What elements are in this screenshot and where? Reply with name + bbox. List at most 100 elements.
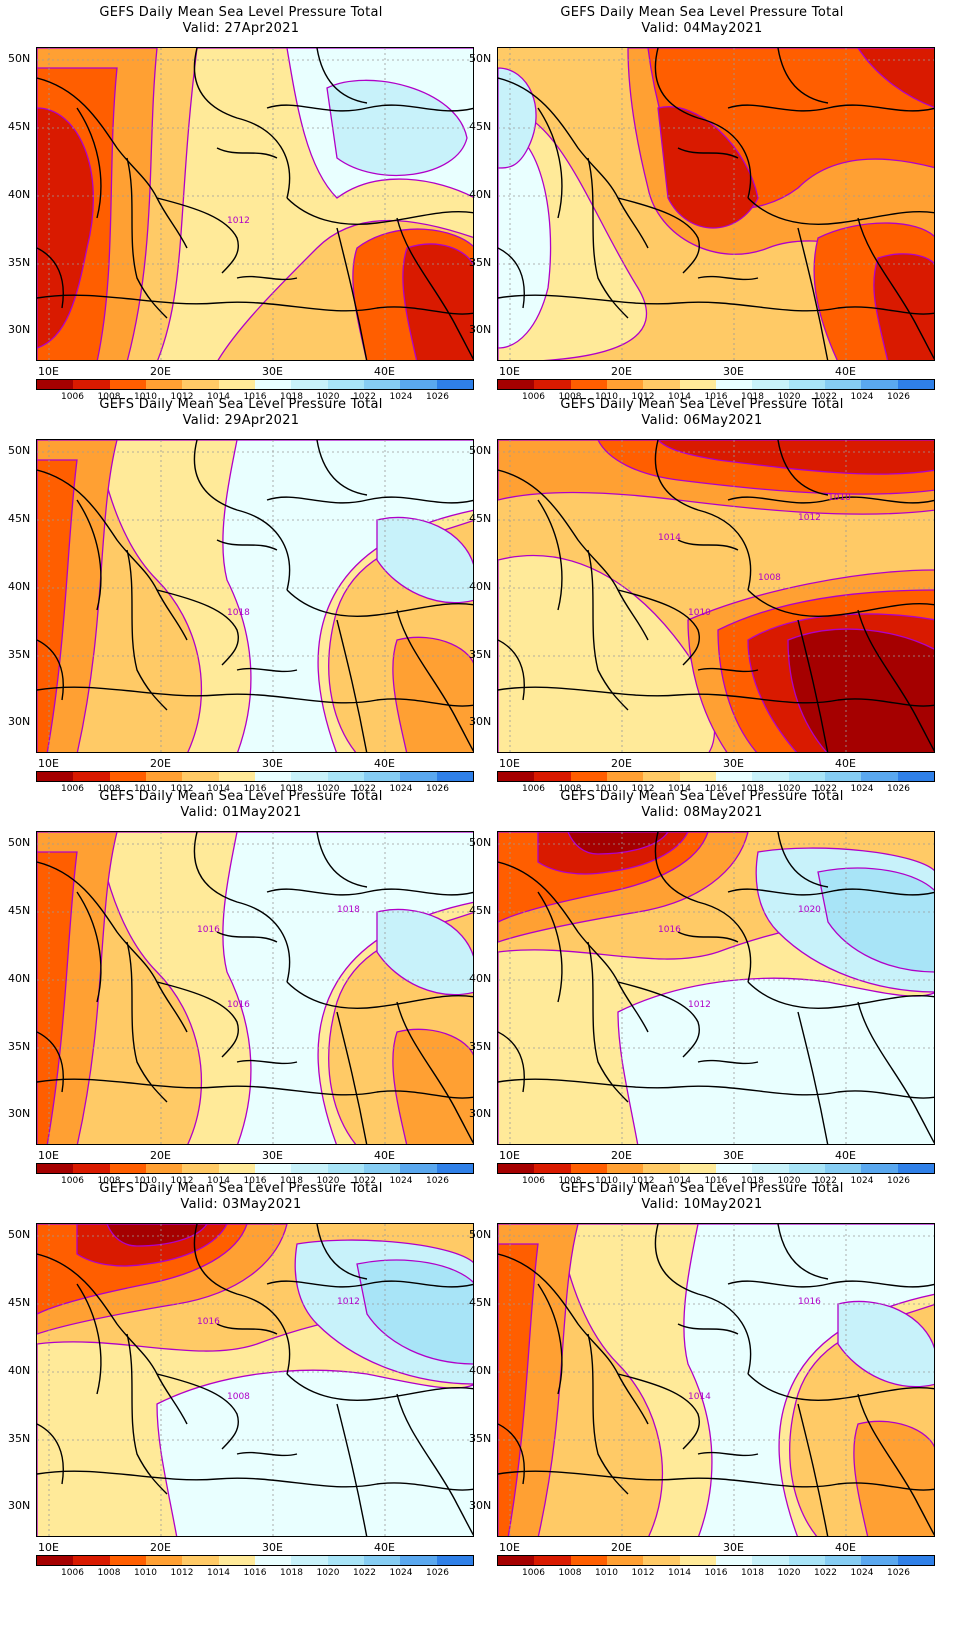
colorbar-labels: 1006 1008 1010 1012 1014 1016 1018 1020 1022 1024… — [36, 392, 474, 404]
colorbar-label: 1012 — [631, 392, 655, 402]
pressure-band — [657, 106, 759, 229]
colorbar — [497, 1555, 935, 1566]
colorbar-label: 1016 — [704, 1176, 728, 1186]
panel-valid-date: Valid: 01May2021 — [180, 805, 302, 820]
pressure-band — [657, 440, 934, 475]
lon-label: 10E — [499, 365, 520, 378]
panel-valid-date: Valid: 06May2021 — [641, 413, 763, 428]
colorbar-segment — [679, 1164, 716, 1173]
coastline — [236, 1059, 298, 1065]
coastline — [286, 197, 473, 225]
panel-title: GEFS Daily Mean Sea Level Pressure Total — [99, 5, 383, 20]
colorbar-label: 1022 — [814, 1176, 837, 1186]
colorbar-label: 1012 — [170, 784, 194, 794]
lat-label: 40N — [469, 1364, 492, 1377]
colorbar-label: 1024 — [850, 392, 874, 402]
lat-label: 40N — [469, 972, 492, 985]
pressure-map: 1014 1016 — [497, 1223, 935, 1537]
coastline — [727, 104, 934, 112]
colorbar-segment — [182, 1164, 219, 1173]
coastline — [777, 48, 829, 104]
colorbar-segment — [291, 380, 328, 389]
colorbar-segment — [498, 1164, 535, 1173]
lon-label: 30E — [723, 757, 744, 770]
coastline — [37, 1423, 64, 1485]
coastline — [654, 832, 752, 983]
lon-label: 40E — [374, 1541, 395, 1554]
colorbar-segment — [182, 380, 219, 389]
colorbar-label: 1020 — [777, 1568, 801, 1578]
lon-label: 10E — [499, 1149, 520, 1162]
colorbar-label: 1024 — [850, 1568, 874, 1578]
coastline — [336, 619, 368, 752]
contour-label: 1018 — [337, 905, 360, 915]
coastline — [537, 1283, 563, 1395]
lon-label: 30E — [262, 1541, 283, 1554]
coastline — [156, 589, 239, 666]
coastline — [654, 1224, 752, 1375]
coastline — [236, 667, 298, 673]
lon-label: 20E — [611, 1149, 632, 1162]
coastline — [76, 1283, 102, 1395]
colorbar-segment — [897, 1556, 934, 1565]
coastline — [37, 1470, 473, 1491]
coastline — [797, 619, 829, 752]
colorbar-segment — [73, 380, 110, 389]
pressure-band — [787, 628, 934, 752]
colorbar-segment — [498, 772, 535, 781]
pressure-band — [37, 107, 95, 349]
colorbar-label: 1010 — [595, 392, 618, 402]
coastline — [857, 1001, 934, 1144]
colorbar-label: 1018 — [280, 392, 303, 402]
coastline — [677, 147, 739, 159]
lon-label: 30E — [262, 1149, 283, 1162]
lat-label: 50N — [8, 836, 31, 849]
coastline — [37, 1253, 188, 1425]
coastline — [617, 589, 700, 666]
colorbar-label: 1018 — [280, 1176, 303, 1186]
contour-label: 1016 — [798, 1297, 821, 1307]
colorbar-label: 1026 — [887, 784, 910, 794]
colorbar-segment — [643, 772, 680, 781]
colorbar-label: 1024 — [389, 1176, 413, 1186]
colorbar-label: 1024 — [850, 784, 874, 794]
pressure-map: 1010 1012 1014 1008 1010 — [497, 439, 935, 753]
lon-label: 20E — [150, 757, 171, 770]
colorbar-label: 1026 — [887, 1568, 910, 1578]
colorbar-label: 1024 — [389, 784, 413, 794]
colorbar-segment — [715, 1164, 753, 1173]
lat-label: 30N — [8, 1107, 31, 1120]
colorbar-segment — [715, 380, 753, 389]
colorbar-segment — [363, 1164, 401, 1173]
coastline — [126, 157, 168, 319]
coastline — [797, 1403, 829, 1536]
colorbar-label: 1016 — [243, 784, 267, 794]
colorbar-segment — [109, 772, 146, 781]
coastline — [216, 1323, 278, 1335]
pressure-band — [37, 851, 78, 1144]
coastline — [286, 981, 473, 1009]
lon-label: 30E — [723, 1149, 744, 1162]
colorbar-label: 1026 — [426, 784, 449, 794]
coastline — [677, 931, 739, 943]
colorbar-label: 1026 — [887, 392, 910, 402]
pressure-map: 1012 — [36, 47, 474, 361]
colorbar-segment — [498, 380, 535, 389]
colorbar-segment — [824, 772, 862, 781]
coastline — [266, 496, 473, 504]
colorbar-label: 1010 — [134, 1568, 157, 1578]
colorbar-label: 1006 — [61, 392, 84, 402]
colorbar-segment — [73, 1164, 110, 1173]
colorbar-segment — [73, 1556, 110, 1565]
colorbar-label: 1024 — [850, 1176, 874, 1186]
pressure-band — [857, 48, 934, 108]
colorbar-label: 1010 — [595, 784, 618, 794]
map-panel: GEFS Daily Mean Sea Level Pressure Total… — [461, 392, 943, 802]
panel-valid-date: Valid: 04May2021 — [641, 21, 763, 36]
colorbar-segment — [534, 1556, 571, 1565]
colorbar-segment — [436, 772, 473, 781]
lat-label: 50N — [469, 52, 492, 65]
lat-label: 35N — [8, 1040, 31, 1053]
coastline — [216, 539, 278, 551]
colorbar-label: 1010 — [134, 1176, 157, 1186]
